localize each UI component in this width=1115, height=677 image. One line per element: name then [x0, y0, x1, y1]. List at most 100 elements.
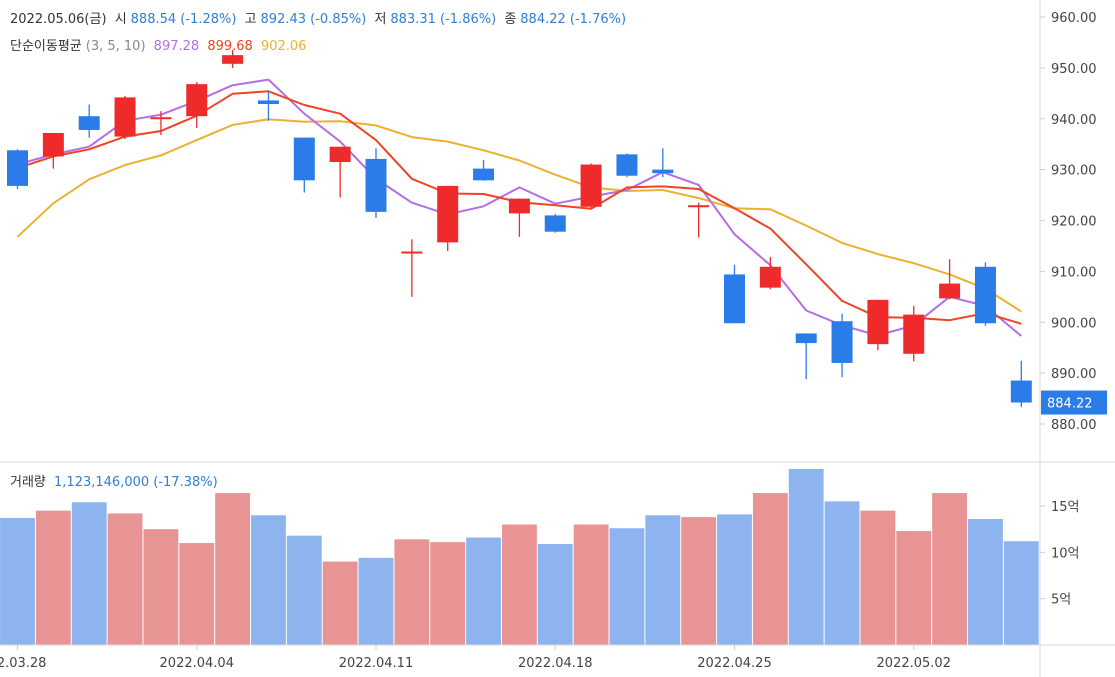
volume-value: 1,123,146,000 (-17.38%)	[54, 475, 218, 490]
date-tick-label: 2022.04.04	[160, 656, 234, 671]
volume-bar[interactable]	[932, 493, 968, 645]
ma5-value: 899.68	[207, 39, 253, 54]
candle[interactable]	[42, 132, 64, 169]
volume-bar[interactable]	[179, 543, 215, 645]
candle[interactable]	[150, 111, 172, 136]
candle-body	[652, 169, 674, 174]
candle-body	[150, 117, 172, 120]
candlesticks[interactable]	[7, 50, 1032, 408]
volume-bar[interactable]	[645, 515, 681, 645]
ma10-line	[16, 118, 1022, 313]
price-tick-label: 930.00	[1051, 164, 1097, 179]
candle-body	[508, 198, 530, 214]
volume-bar[interactable]	[286, 535, 322, 645]
price-tick-label: 880.00	[1051, 418, 1097, 433]
volume-bar[interactable]	[466, 537, 501, 645]
candle[interactable]	[939, 259, 961, 300]
price-tick-label: 910.00	[1051, 265, 1097, 280]
volume-bar[interactable]	[537, 543, 573, 645]
candle-body	[401, 251, 423, 254]
ma3-value: 897.28	[153, 39, 200, 54]
volume-bar[interactable]	[1003, 541, 1039, 645]
ma10-value: 902.06	[260, 39, 307, 54]
candle[interactable]	[724, 264, 745, 324]
candle[interactable]	[652, 148, 674, 178]
open-value: 888.54 (-1.28%)	[130, 12, 237, 27]
candle-body	[795, 333, 817, 344]
volume-bar[interactable]	[860, 510, 896, 645]
ma-params: (3, 5, 10)	[85, 39, 146, 54]
volume-label: 거래량	[10, 475, 46, 490]
volume-bars[interactable]	[0, 468, 1039, 645]
candle[interactable]	[544, 213, 566, 233]
candle[interactable]	[78, 104, 100, 138]
volume-bar[interactable]	[573, 524, 609, 645]
candle[interactable]	[114, 95, 136, 140]
price-tick-label: 890.00	[1051, 367, 1097, 382]
volume-tick-label: 5억	[1051, 593, 1071, 608]
volume-bar[interactable]	[251, 515, 286, 645]
candle[interactable]	[903, 305, 925, 362]
candle[interactable]	[616, 153, 638, 178]
candle-body	[544, 215, 566, 232]
candle[interactable]	[688, 202, 710, 238]
volume-bar[interactable]	[788, 468, 824, 645]
candle[interactable]	[759, 257, 781, 290]
candle[interactable]	[795, 333, 817, 380]
candle[interactable]	[257, 90, 279, 121]
candle[interactable]	[437, 185, 459, 252]
candle[interactable]	[293, 137, 315, 193]
header-date: 2022.05.06(금)	[10, 12, 107, 27]
candle[interactable]	[974, 262, 996, 326]
candle[interactable]	[1010, 360, 1032, 408]
candle-body	[114, 97, 136, 137]
candle[interactable]	[508, 198, 530, 237]
close-label: 종	[504, 12, 517, 27]
candle-body	[437, 185, 459, 243]
date-tick-label: 2022.04.25	[697, 656, 771, 671]
volume-bar[interactable]	[824, 501, 860, 645]
candle-body	[222, 55, 244, 64]
high-value: 892.43 (-0.85%)	[260, 12, 367, 27]
candle[interactable]	[365, 148, 387, 218]
price-tick-label: 920.00	[1051, 215, 1097, 230]
candle[interactable]	[473, 159, 495, 181]
candle-body	[257, 100, 279, 104]
volume-bar[interactable]	[752, 493, 788, 645]
volume-bar[interactable]	[322, 561, 358, 645]
candle-body	[831, 321, 853, 363]
volume-bar[interactable]	[968, 518, 1003, 645]
candle[interactable]	[186, 82, 208, 128]
volume-bar[interactable]	[143, 529, 179, 645]
candle[interactable]	[401, 239, 423, 297]
candle[interactable]	[580, 163, 602, 209]
ohlc-header: 2022.05.06(금) 시 888.54 (-1.28%) 고 892.43 (…	[10, 8, 630, 27]
price-tick-label: 900.00	[1051, 316, 1097, 331]
low-value: 883.31 (-1.86%)	[390, 12, 497, 27]
volume-bar[interactable]	[215, 493, 251, 645]
volume-bar[interactable]	[35, 510, 71, 645]
candle[interactable]	[831, 313, 853, 378]
candle-body	[759, 266, 781, 288]
candle-body	[939, 283, 961, 299]
candle-body	[329, 146, 351, 162]
date-tick-label: 22.03.28	[0, 656, 46, 671]
volume-bar[interactable]	[430, 542, 466, 645]
volume-bar[interactable]	[717, 514, 752, 645]
volume-bar[interactable]	[107, 513, 143, 645]
volume-bar[interactable]	[0, 518, 35, 645]
ma3-line	[17, 78, 1022, 337]
volume-bar[interactable]	[896, 531, 932, 645]
volume-bar[interactable]	[501, 524, 537, 645]
volume-bar[interactable]	[609, 528, 645, 645]
volume-bar[interactable]	[358, 557, 394, 645]
candle[interactable]	[867, 299, 889, 351]
volume-bar[interactable]	[394, 539, 430, 645]
volume-bar[interactable]	[71, 502, 107, 645]
candle[interactable]	[7, 149, 28, 189]
candle-body	[78, 116, 100, 130]
volume-bar[interactable]	[681, 517, 717, 645]
candle[interactable]	[329, 146, 351, 198]
candle[interactable]	[222, 50, 244, 68]
